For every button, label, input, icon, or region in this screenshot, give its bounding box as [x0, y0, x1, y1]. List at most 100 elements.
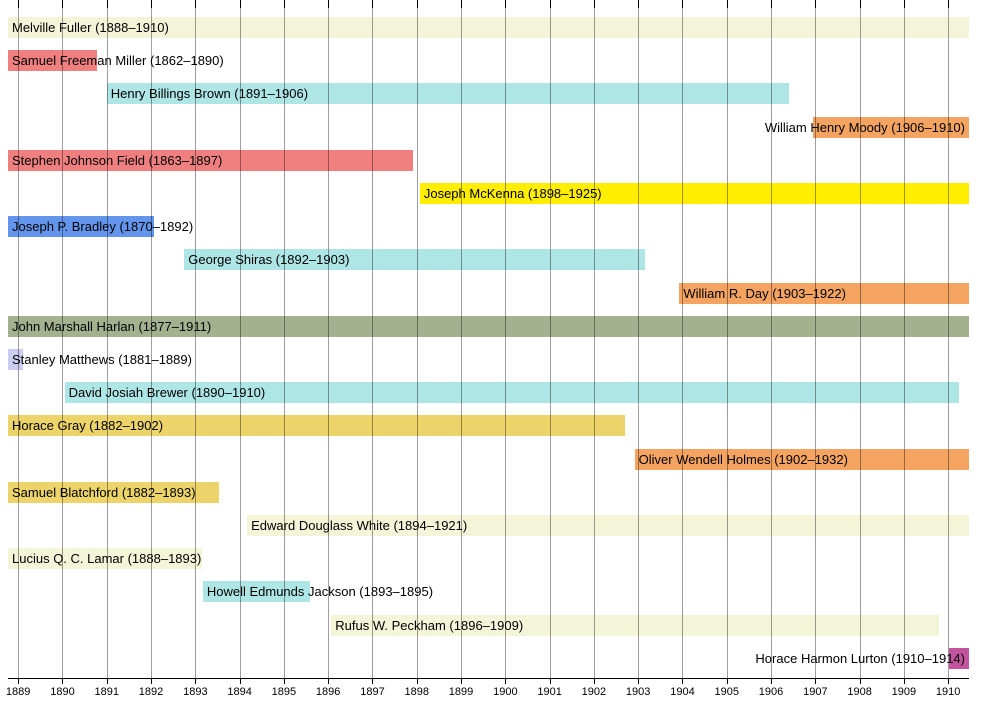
bar-samuel-blatchford [8, 481, 219, 503]
bar-henry-billings-brown [106, 83, 790, 105]
gridline-1897 [372, 0, 374, 678]
tick-label-1897: 1897 [360, 686, 385, 698]
bar-rufus-w-peckham [331, 614, 940, 636]
bar-lucius-q-c-lamar [8, 548, 202, 570]
bar-label-joseph-p-bradley: Joseph P. Bradley (1870–1892) [12, 219, 194, 235]
tick-label-1903: 1903 [625, 686, 651, 698]
tick-top-1890 [62, 0, 64, 8]
x-axis-line [8, 678, 969, 679]
tick-top-1889 [18, 0, 20, 8]
bar-label-joseph-mckenna: Joseph McKenna (1898–1925) [423, 186, 602, 201]
bar-label-henry-billings-brown: Henry Billings Brown (1891–1906) [110, 86, 309, 102]
bar-label-lucius-q-c-lamar: Lucius Q. C. Lamar (1888–1893) [12, 551, 202, 567]
gridline-1899 [461, 0, 463, 678]
tick-label-1891: 1891 [94, 686, 119, 698]
tick-bottom-1892 [151, 678, 153, 684]
bar-label-stanley-matthews: Stanley Matthews (1881–1889) [12, 352, 192, 367]
tick-bottom-1896 [328, 678, 330, 684]
bar-george-shiras [184, 249, 645, 271]
gridline-1907 [815, 0, 817, 678]
bar-william-henry-moody [812, 116, 969, 138]
tick-bottom-1904 [682, 678, 684, 684]
gridline-1898 [416, 0, 418, 678]
gridline-1896 [328, 0, 330, 678]
gridline-1900 [505, 0, 507, 678]
bar-john-marshall-harlan [8, 315, 969, 337]
tick-bottom-1891 [106, 678, 108, 684]
bar-horace-gray [8, 415, 626, 437]
tick-label-1908: 1908 [847, 686, 872, 698]
tick-top-1892 [151, 0, 153, 8]
bar-label-horace-gray: Horace Gray (1882–1902) [12, 418, 164, 434]
tick-label-1902: 1902 [581, 686, 607, 698]
tick-label-1900: 1900 [493, 686, 518, 698]
tick-bottom-1889 [18, 678, 20, 684]
tick-bottom-1905 [726, 678, 728, 684]
bar-label-oliver-wendell-holmes: Oliver Wendell Holmes (1902–1932) [638, 451, 848, 467]
gridline-1892 [151, 0, 153, 678]
gridline-1908 [859, 0, 861, 678]
gridline-1902 [593, 0, 595, 678]
tick-label-1898: 1898 [404, 686, 429, 698]
tick-top-1894 [239, 0, 241, 8]
bar-howell-edmunds-jackson [202, 581, 311, 603]
tick-bottom-1903 [638, 678, 640, 684]
tick-bottom-1890 [62, 678, 64, 684]
tick-top-1896 [328, 0, 330, 8]
tick-bottom-1898 [416, 678, 418, 684]
tick-top-1901 [549, 0, 551, 8]
gridline-1903 [638, 0, 640, 678]
bar-label-samuel-blatchford: Samuel Blatchford (1882–1893) [12, 484, 196, 500]
tick-bottom-1908 [859, 678, 861, 684]
tick-label-1895: 1895 [271, 686, 297, 698]
bar-label-edward-douglass-white: Edward Douglass White (1894–1921) [251, 518, 468, 533]
tick-bottom-1909 [903, 678, 905, 684]
tick-bottom-1897 [372, 678, 374, 684]
tick-top-1897 [372, 0, 374, 8]
gridline-1889 [18, 0, 20, 678]
bar-label-samuel-freeman-miller: Samuel Freeman Miller (1862–1890) [12, 53, 224, 69]
gridline-1904 [682, 0, 684, 678]
bar-david-josiah-brewer [64, 382, 959, 404]
tick-bottom-1900 [505, 678, 507, 684]
gridline-1891 [106, 0, 108, 678]
bar-joseph-p-bradley [8, 216, 154, 238]
bar-stanley-matthews [8, 349, 23, 370]
tick-label-1910: 1910 [935, 686, 961, 698]
tick-bottom-1910 [948, 678, 950, 684]
tick-top-1891 [106, 0, 108, 8]
bar-label-david-josiah-brewer: David Josiah Brewer (1890–1910) [68, 385, 266, 401]
tick-bottom-1894 [239, 678, 241, 684]
tick-top-1903 [638, 0, 640, 8]
gridline-1905 [726, 0, 728, 678]
gridline-1906 [771, 0, 773, 678]
gridline-1895 [283, 0, 285, 678]
tick-top-1906 [771, 0, 773, 8]
tick-bottom-1907 [815, 678, 817, 684]
tick-top-1905 [726, 0, 728, 8]
tick-top-1893 [195, 0, 197, 8]
bar-label-william-henry-moody: William Henry Moody (1906–1910) [764, 119, 965, 135]
gridline-1890 [62, 0, 64, 678]
bar-samuel-freeman-miller [8, 50, 98, 72]
gridline-1909 [903, 0, 905, 678]
tick-label-1896: 1896 [315, 686, 341, 698]
bar-label-john-marshall-harlan: John Marshall Harlan (1877–1911) [12, 318, 212, 334]
tick-label-1894: 1894 [227, 686, 252, 698]
tick-top-1910 [948, 0, 950, 8]
tick-label-1901: 1901 [537, 686, 562, 698]
bar-stephen-johnson-field [8, 149, 414, 171]
tick-top-1909 [903, 0, 905, 8]
tick-bottom-1893 [195, 678, 197, 684]
bar-label-melville-fuller: Melville Fuller (1888–1910) [12, 20, 169, 35]
bar-label-howell-edmunds-jackson: Howell Edmunds Jackson (1893–1895) [206, 584, 434, 600]
tick-top-1907 [815, 0, 817, 8]
gridline-1901 [549, 0, 551, 678]
tick-label-1893: 1893 [183, 686, 208, 698]
bar-joseph-mckenna [419, 183, 969, 204]
tick-top-1904 [682, 0, 684, 8]
